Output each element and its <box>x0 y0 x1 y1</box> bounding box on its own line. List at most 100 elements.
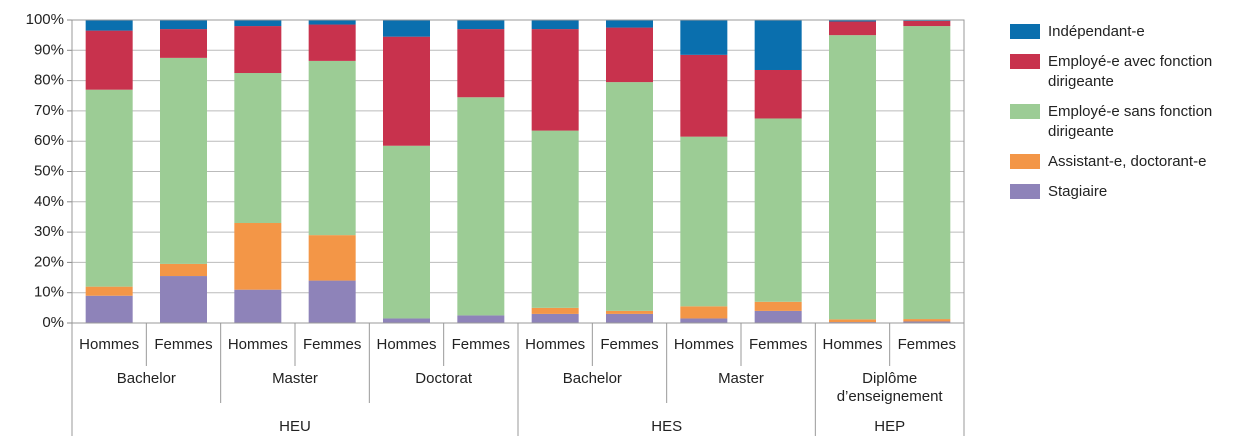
category-label: Hommes <box>673 336 734 353</box>
bar-segment <box>680 136 728 307</box>
subgroup-label: Master <box>272 370 318 387</box>
bar-segment <box>160 263 207 277</box>
bar-segment <box>457 97 505 316</box>
bar-segment <box>234 289 282 323</box>
bar-segment <box>234 223 282 290</box>
bar-segment <box>160 20 207 30</box>
group-label: HEP <box>874 418 906 435</box>
bar-segment <box>308 20 356 25</box>
category-label: Femmes <box>600 336 659 353</box>
legend-item: Stagiaire <box>1010 182 1250 202</box>
y-tick-label: 70% <box>34 102 64 119</box>
subgroup-label: Bachelor <box>562 370 622 387</box>
y-tick-label: 60% <box>34 132 64 149</box>
bar-segment <box>680 20 728 55</box>
bar-segment <box>85 89 133 287</box>
legend-label: Employé-e sans fonction dirigeante <box>1048 103 1213 140</box>
legend-swatch <box>1010 184 1040 199</box>
legend-swatch <box>1010 104 1040 119</box>
bar-segment <box>754 310 802 323</box>
bar-segment <box>234 20 282 27</box>
bar-segment <box>234 73 282 224</box>
bar-segment <box>606 27 653 83</box>
category-label: Femmes <box>748 336 808 353</box>
bar-segment <box>754 69 802 119</box>
bar-segment <box>531 307 579 314</box>
bar-segment <box>457 315 505 323</box>
bar-segment <box>531 313 579 323</box>
y-tick-label: 30% <box>34 223 64 240</box>
category-label: Hommes <box>525 336 586 353</box>
category-label: Hommes <box>376 336 437 353</box>
y-tick-label: 80% <box>34 72 64 89</box>
subgroup-label: Doctorat <box>415 370 472 387</box>
y-tick-label: 0% <box>42 314 64 331</box>
bar-segment <box>383 145 430 319</box>
bar-segment <box>85 286 133 296</box>
legend-swatch <box>1010 24 1040 39</box>
bar-segment <box>160 57 207 264</box>
bar-segment <box>531 29 579 131</box>
legend-swatch <box>1010 54 1040 69</box>
bar-segment <box>531 130 579 308</box>
bar-segment <box>903 26 951 320</box>
y-tick-label: 90% <box>34 41 64 58</box>
category-label: Hommes <box>79 336 140 353</box>
subgroup-label: Bachelor <box>116 370 176 387</box>
bar-segment <box>383 318 430 323</box>
bar-segment <box>680 54 728 137</box>
group-label: HEU <box>279 418 311 435</box>
bar-segment <box>754 118 802 302</box>
legend-item: Assistant-e, doctorant-e <box>1010 152 1250 172</box>
subgroup-label: Master <box>718 370 764 387</box>
bar-segment <box>829 35 876 320</box>
bar-segment <box>903 319 951 322</box>
bar-segment <box>829 21 876 36</box>
bar-segment <box>308 235 356 281</box>
y-tick-label: 100% <box>26 11 64 28</box>
legend-item: Employé-e sans fonction dirigeante <box>1010 102 1250 142</box>
legend-label: Stagiaire <box>1048 183 1108 200</box>
bar-segment <box>606 20 653 28</box>
legend: Indépendant-e Employé-e avec fonction dir… <box>1010 22 1250 212</box>
bar-segment <box>903 321 951 323</box>
bar-segment <box>457 20 505 30</box>
bar-segment <box>606 310 653 314</box>
bar-segment <box>383 20 430 37</box>
bar-segment <box>308 280 356 323</box>
bar-segment <box>754 20 802 70</box>
legend-swatch <box>1010 154 1040 169</box>
bar-segment <box>160 276 207 323</box>
bar-segment <box>903 20 951 27</box>
y-tick-label: 10% <box>34 284 64 301</box>
category-label: Femmes <box>451 336 510 353</box>
legend-item: Indépendant-e <box>1010 22 1250 42</box>
bar-segment <box>680 306 728 319</box>
bar-segment <box>160 29 207 58</box>
category-label: Femmes <box>154 336 213 353</box>
category-label: Femmes <box>897 336 956 353</box>
group-label: HES <box>651 418 683 435</box>
bar-segment <box>457 29 505 98</box>
bar-segment <box>85 30 133 90</box>
bar-segment <box>531 20 579 30</box>
bar-segment <box>308 24 356 61</box>
subgroup-label: Diplôme d’enseignement <box>836 370 943 405</box>
category-label: Hommes <box>227 336 288 353</box>
bar-segment <box>754 301 802 311</box>
bar-segment <box>829 20 876 22</box>
legend-item: Employé-e avec fonction dirigeante <box>1010 52 1250 92</box>
y-tick-label: 20% <box>34 253 64 270</box>
legend-label: Indépendant-e <box>1048 23 1145 40</box>
bar-segment <box>606 82 653 311</box>
bar-segment <box>606 313 653 323</box>
legend-label: Assistant-e, doctorant-e <box>1048 153 1207 170</box>
category-label: Hommes <box>822 336 883 353</box>
bar-segment <box>308 60 356 236</box>
bar-segment <box>85 295 133 323</box>
y-tick-label: 40% <box>34 193 64 210</box>
bar-segment <box>829 319 876 323</box>
bar-segment <box>383 36 430 146</box>
